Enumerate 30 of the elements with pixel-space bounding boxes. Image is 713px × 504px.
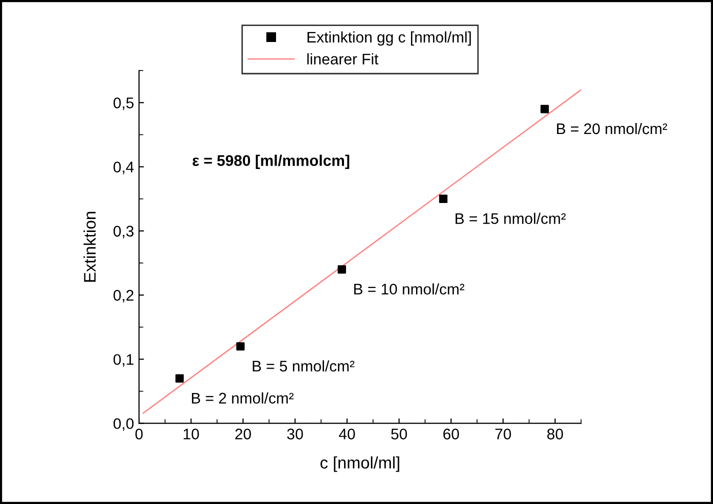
- annotation: B = 10 nmol/cm²: [354, 283, 464, 295]
- annotation: B = 2 nmol/cm²: [192, 392, 294, 404]
- annotation: B = 5 nmol/cm²: [252, 360, 354, 372]
- y-tick-label: 0,5: [114, 98, 134, 110]
- x-tick-label: 50: [391, 428, 407, 440]
- annotation: B = 20 nmol/cm²: [557, 122, 668, 134]
- x-tick-label: 60: [443, 428, 459, 440]
- x-tick-label: 80: [547, 428, 563, 440]
- y-tick-label: 0,3: [114, 226, 134, 238]
- y-tick-label: 0,2: [114, 290, 134, 303]
- annotation: ε = 5980 [ml/mmolcm]: [192, 154, 350, 169]
- legend-label: Extinktion gg c [nmol/ml]: [308, 31, 471, 46]
- point: [439, 194, 448, 204]
- y-tick-label: 0,4: [114, 162, 134, 174]
- x-tick-label: 30: [287, 428, 303, 440]
- legend-label: linearer Fit: [307, 53, 378, 64]
- x-tick-label: 70: [495, 428, 511, 440]
- annotation: B = 15 nmol/cm²: [456, 212, 566, 224]
- x-tick-label: 20: [235, 428, 251, 440]
- x-tick-label: 10: [184, 428, 199, 440]
- y-axis-title: Extinktion: [84, 212, 96, 282]
- x-tick-label: 40: [338, 428, 355, 440]
- y-tick-label: 0,1: [114, 354, 134, 367]
- point: [540, 104, 549, 114]
- point: [236, 342, 245, 351]
- x-axis-title: c [nmol/ml]: [320, 456, 400, 472]
- point: [338, 265, 346, 274]
- point: [175, 374, 184, 383]
- x-tick-label: 0: [135, 428, 143, 440]
- y-tick-label: 0,0: [114, 418, 134, 431]
